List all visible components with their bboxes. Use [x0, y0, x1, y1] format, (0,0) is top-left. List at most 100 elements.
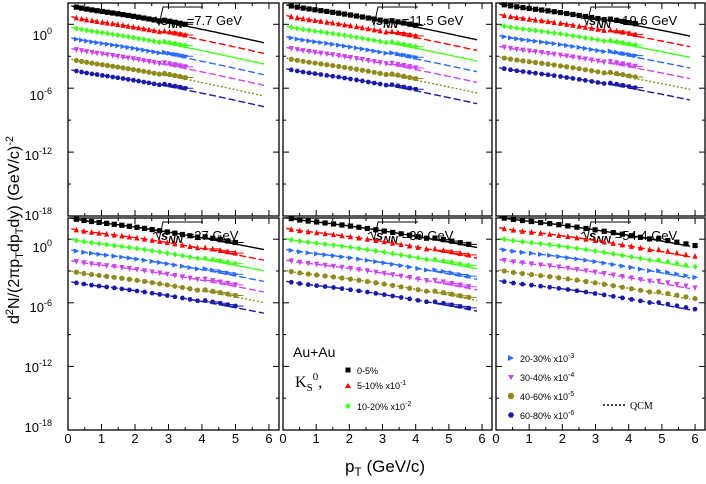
data-point-2	[120, 32, 126, 40]
data-point-4	[501, 257, 507, 264]
data-point-2	[539, 28, 545, 35]
data-point-6	[115, 75, 121, 80]
data-point-1	[582, 24, 589, 30]
data-point-2	[526, 26, 532, 33]
data-point-3	[570, 43, 577, 50]
data-point-2	[347, 244, 354, 251]
data-point-6	[142, 289, 148, 295]
data-point-2	[377, 38, 383, 45]
data-point-5	[347, 276, 354, 282]
data-point-2	[692, 263, 698, 270]
data-point-4	[151, 59, 157, 66]
data-point-0	[398, 231, 404, 237]
data-point-5	[415, 287, 421, 293]
data-point-1	[318, 18, 324, 24]
data-point-6	[683, 305, 689, 310]
data-point-3	[377, 49, 384, 55]
data-point-3	[164, 261, 171, 267]
data-point-1	[647, 246, 653, 253]
data-point-2	[305, 239, 311, 246]
data-point-1	[373, 237, 379, 243]
data-point-3	[324, 40, 330, 47]
legend-marker-2	[345, 403, 351, 409]
data-point-5	[423, 288, 430, 294]
data-point-4	[88, 261, 95, 268]
data-point-0	[538, 219, 544, 226]
data-point-2	[601, 249, 607, 256]
data-point-5	[582, 67, 589, 73]
data-point-6	[120, 76, 126, 81]
data-point-5	[73, 57, 79, 63]
data-point-6	[692, 306, 698, 312]
data-point-2	[576, 33, 582, 40]
data-point-0	[96, 219, 102, 226]
data-point-5	[556, 275, 562, 281]
data-point-4	[110, 53, 116, 59]
data-point-2	[607, 37, 613, 44]
data-point-4	[520, 47, 526, 54]
data-point-6	[501, 66, 507, 71]
data-point-4	[601, 271, 607, 277]
data-point-0	[601, 228, 607, 234]
data-point-5	[510, 269, 516, 276]
data-point-2	[574, 245, 580, 252]
data-point-5	[398, 284, 404, 290]
data-point-0	[157, 228, 163, 234]
data-point-3	[306, 38, 313, 44]
data-point-4	[336, 53, 342, 59]
data-point-6	[595, 80, 601, 85]
data-point-5	[637, 287, 644, 293]
data-point-6	[371, 80, 377, 86]
data-point-0	[407, 232, 413, 238]
data-point-6	[532, 70, 539, 76]
data-point-2	[347, 33, 354, 40]
data-point-0	[125, 12, 131, 19]
data-point-1	[88, 229, 95, 235]
data-point-4	[342, 54, 348, 60]
data-point-4	[294, 47, 300, 53]
data-point-3	[322, 252, 329, 258]
data-point-3	[73, 36, 80, 42]
data-point-3	[330, 253, 337, 259]
data-point-1	[179, 241, 186, 248]
data-point-5	[538, 272, 544, 279]
data-point-3	[507, 35, 514, 41]
data-point-1	[99, 19, 105, 25]
data-point-4	[595, 58, 601, 65]
data-point-0	[570, 11, 576, 18]
data-point-1	[78, 15, 85, 22]
data-point-5	[656, 289, 662, 295]
data-point-4	[574, 266, 580, 273]
data-point-5	[99, 62, 105, 68]
data-point-0	[194, 234, 201, 240]
data-point-1	[377, 27, 383, 34]
data-point-1	[130, 23, 136, 30]
data-point-3	[398, 263, 405, 269]
data-point-6	[99, 73, 105, 78]
data-point-1	[574, 234, 580, 241]
data-point-0	[365, 15, 371, 21]
data-point-6	[570, 76, 576, 81]
data-point-1	[294, 14, 300, 21]
data-point-5	[528, 271, 535, 278]
data-point-5	[547, 274, 553, 280]
data-point-4	[312, 49, 318, 56]
data-point-3	[104, 41, 111, 47]
data-point-5	[110, 63, 116, 69]
data-point-0	[161, 17, 168, 23]
data-point-0	[104, 9, 111, 15]
data-point-2	[81, 238, 87, 245]
data-point-0	[347, 12, 354, 18]
data-point-0	[551, 9, 557, 15]
data-point-2	[501, 23, 507, 30]
data-point-3	[141, 257, 148, 263]
legend-left: Au+Au KS0, 0-5% 5-10% x10-1 10-20% x10-2	[293, 344, 411, 412]
data-point-3	[356, 256, 363, 262]
data-point-2	[637, 255, 644, 262]
x-tick-label: 6	[265, 431, 272, 446]
data-point-1	[314, 229, 320, 236]
data-point-6	[89, 71, 95, 77]
data-point-5	[526, 59, 532, 65]
data-point-1	[510, 226, 516, 233]
data-point-5	[141, 278, 148, 284]
